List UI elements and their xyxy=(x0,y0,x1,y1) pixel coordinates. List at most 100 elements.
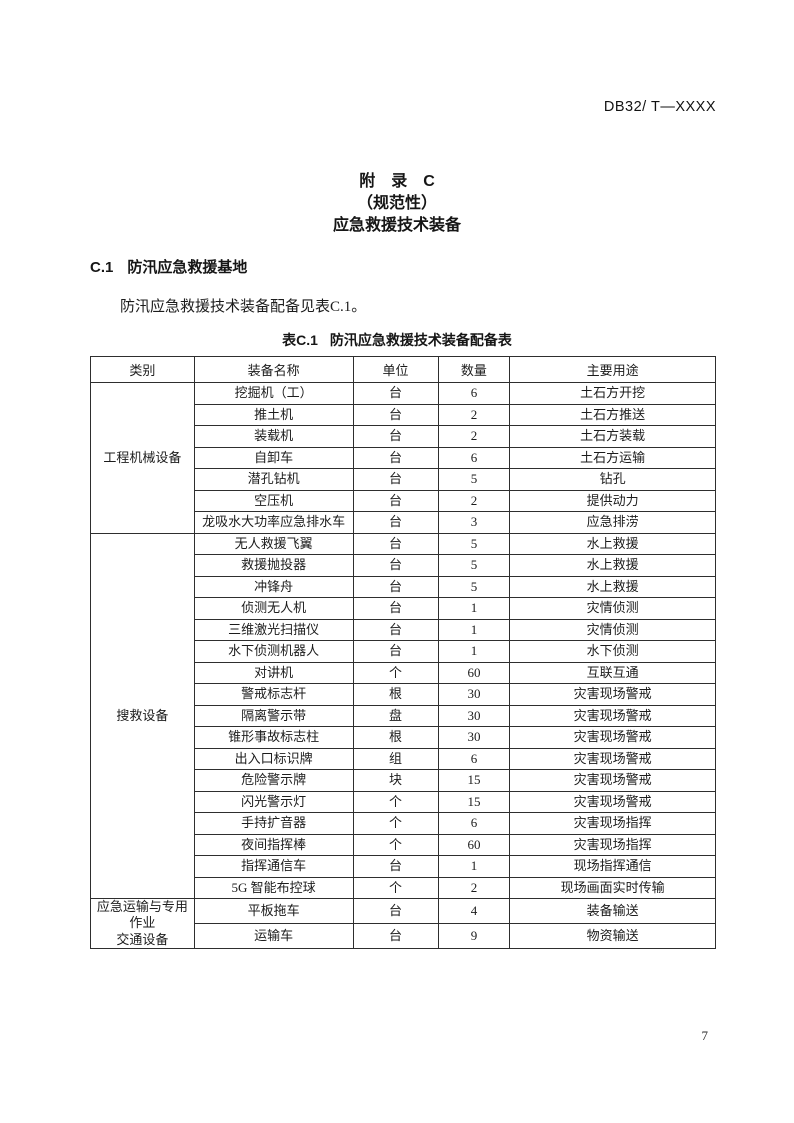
table-cell: 台 xyxy=(352,511,439,534)
table-cell: 台 xyxy=(352,382,439,405)
column-header: 主要用途 xyxy=(509,356,716,383)
table-cell: 土石方运输 xyxy=(509,446,716,469)
table-cell: 1 xyxy=(437,640,511,663)
table-cell: 块 xyxy=(352,769,439,792)
table-row: 运输车台 9 物资输送 xyxy=(91,922,716,949)
table-cell: 手持扩音器 xyxy=(193,812,354,835)
table-cell: 灾害现场警戒 xyxy=(509,790,716,813)
table-cell: 根 xyxy=(352,683,439,706)
table-cell: 台 xyxy=(352,532,439,555)
table-row: 搜救设备 无人救援飞翼台 5 水上救援 xyxy=(90,532,716,899)
table-cell: 15 xyxy=(437,790,511,813)
table-cell: 灾情侦测 xyxy=(509,618,716,641)
category-cell: 工程机械设备 xyxy=(90,382,195,534)
table-cell: 装备输送 xyxy=(509,898,716,924)
table-cell: 个 xyxy=(352,833,439,856)
table-cell: 盘 xyxy=(352,704,439,727)
table-cell: 土石方推送 xyxy=(509,403,716,426)
table-cell: 组 xyxy=(352,747,439,770)
standard-code: DB32/ T—XXXX xyxy=(603,99,716,115)
column-header: 单位 xyxy=(352,356,439,383)
table-cell: 根 xyxy=(352,726,439,749)
table-cell: 土石方装载 xyxy=(509,425,716,448)
table-cell: 30 xyxy=(437,704,511,727)
section-number: C.1 xyxy=(90,259,114,276)
table-cell: 灾情侦测 xyxy=(509,597,716,620)
table-cell: 水下侦测 xyxy=(509,640,716,663)
table-row: 对讲机个 60 互联互通 xyxy=(91,661,716,684)
table-cell: 1 xyxy=(437,597,511,620)
equipment-table: 类别 装备名称 单位 数量 主要用途 工程机械设备 挖掘机（工）台 6 土石方开挖 推土机台 2 土… xyxy=(90,356,716,949)
table-cell: 60 xyxy=(437,661,511,684)
table-cell: 运输车 xyxy=(193,922,354,949)
appendix-title-block: 附 录 C （规范性） 应急救援技术装备 xyxy=(0,171,794,237)
table-cell: 指挥通信车 xyxy=(193,855,354,878)
table-header-row: 类别 装备名称 单位 数量 主要用途 xyxy=(90,356,716,383)
table-cell: 水上救援 xyxy=(509,575,716,598)
table-cell: 冲锋舟 xyxy=(193,575,354,598)
table-cell: 应急排涝 xyxy=(509,511,716,534)
table-cell: 钻孔 xyxy=(509,468,716,491)
table-cell: 5 xyxy=(437,554,511,577)
table-head: 类别 装备名称 单位 数量 主要用途 xyxy=(90,356,716,383)
table-cell: 推土机 xyxy=(193,403,354,426)
table-cell: 提供动力 xyxy=(509,489,716,512)
table-cell: 自卸车 xyxy=(193,446,354,469)
section-heading: C.1 防汛应急救援基地 xyxy=(90,256,247,277)
table-cell: 闪光警示灯 xyxy=(193,790,354,813)
table-cell: 个 xyxy=(352,876,439,899)
table-cell: 台 xyxy=(352,425,439,448)
table-cell: 1 xyxy=(437,855,511,878)
table-row: 出入口标识牌组 6 灾害现场警戒 xyxy=(91,747,716,770)
table-cell: 个 xyxy=(352,661,439,684)
table-cell: 台 xyxy=(352,922,439,949)
table-cell: 出入口标识牌 xyxy=(193,747,354,770)
table-cell: 无人救援飞翼 xyxy=(193,532,354,555)
table-cell: 水下侦测机器人 xyxy=(193,640,354,663)
table-cell: 对讲机 xyxy=(193,661,354,684)
table-cell: 警戒标志杆 xyxy=(193,683,354,706)
table-row: 闪光警示灯个 15 灾害现场警戒 xyxy=(91,790,716,813)
table-cell: 土石方开挖 xyxy=(509,382,716,405)
table-cell: 水上救援 xyxy=(509,532,716,555)
column-header: 装备名称 xyxy=(193,356,354,383)
table-cell: 个 xyxy=(352,790,439,813)
normative-label: （规范性） xyxy=(356,195,437,212)
table-caption-title: 防汛应急救援技术装备配备表 xyxy=(329,332,512,348)
table-cell: 灾害现场警戒 xyxy=(509,726,716,749)
table-row: 夜间指挥棒个 60 灾害现场指挥 xyxy=(91,833,716,856)
table-cell: 台 xyxy=(352,898,439,924)
appendix-heading: 附 录 C xyxy=(359,173,435,190)
table-cell: 灾害现场警戒 xyxy=(509,683,716,706)
table-cell: 台 xyxy=(352,618,439,641)
table-cell: 救援抛投器 xyxy=(193,554,354,577)
table-cell: 9 xyxy=(437,922,511,949)
table-caption: 表C.1 防汛应急救援技术装备配备表 xyxy=(0,330,794,350)
table-cell: 3 xyxy=(437,511,511,534)
table-cell: 灾害现场警戒 xyxy=(509,704,716,727)
table-cell: 台 xyxy=(352,468,439,491)
page-number: 7 xyxy=(701,1028,709,1043)
table-cell: 装载机 xyxy=(193,425,354,448)
table-cell: 2 xyxy=(437,876,511,899)
table-cell: 空压机 xyxy=(193,489,354,512)
table-row: 侦测无人机台 1 灾情侦测 xyxy=(91,597,716,620)
table-cell: 2 xyxy=(437,489,511,512)
table-cell: 台 xyxy=(352,855,439,878)
table-cell: 台 xyxy=(352,489,439,512)
table-cell: 灾害现场指挥 xyxy=(509,812,716,835)
table-cell: 个 xyxy=(352,812,439,835)
table-cell: 互联互通 xyxy=(509,661,716,684)
table-cell: 现场指挥通信 xyxy=(509,855,716,878)
table-cell: 台 xyxy=(352,597,439,620)
table-cell: 台 xyxy=(352,403,439,426)
table-cell: 30 xyxy=(437,726,511,749)
table-cell: 潜孔钻机 xyxy=(193,468,354,491)
table-cell: 危险警示牌 xyxy=(193,769,354,792)
table-cell: 4 xyxy=(437,898,511,924)
table-cell: 5G 智能布控球 xyxy=(193,876,354,899)
table-cell: 灾害现场警戒 xyxy=(509,747,716,770)
table-cell: 6 xyxy=(437,747,511,770)
category-cell: 搜救设备 xyxy=(90,532,195,899)
table-cell: 物资输送 xyxy=(509,922,716,949)
